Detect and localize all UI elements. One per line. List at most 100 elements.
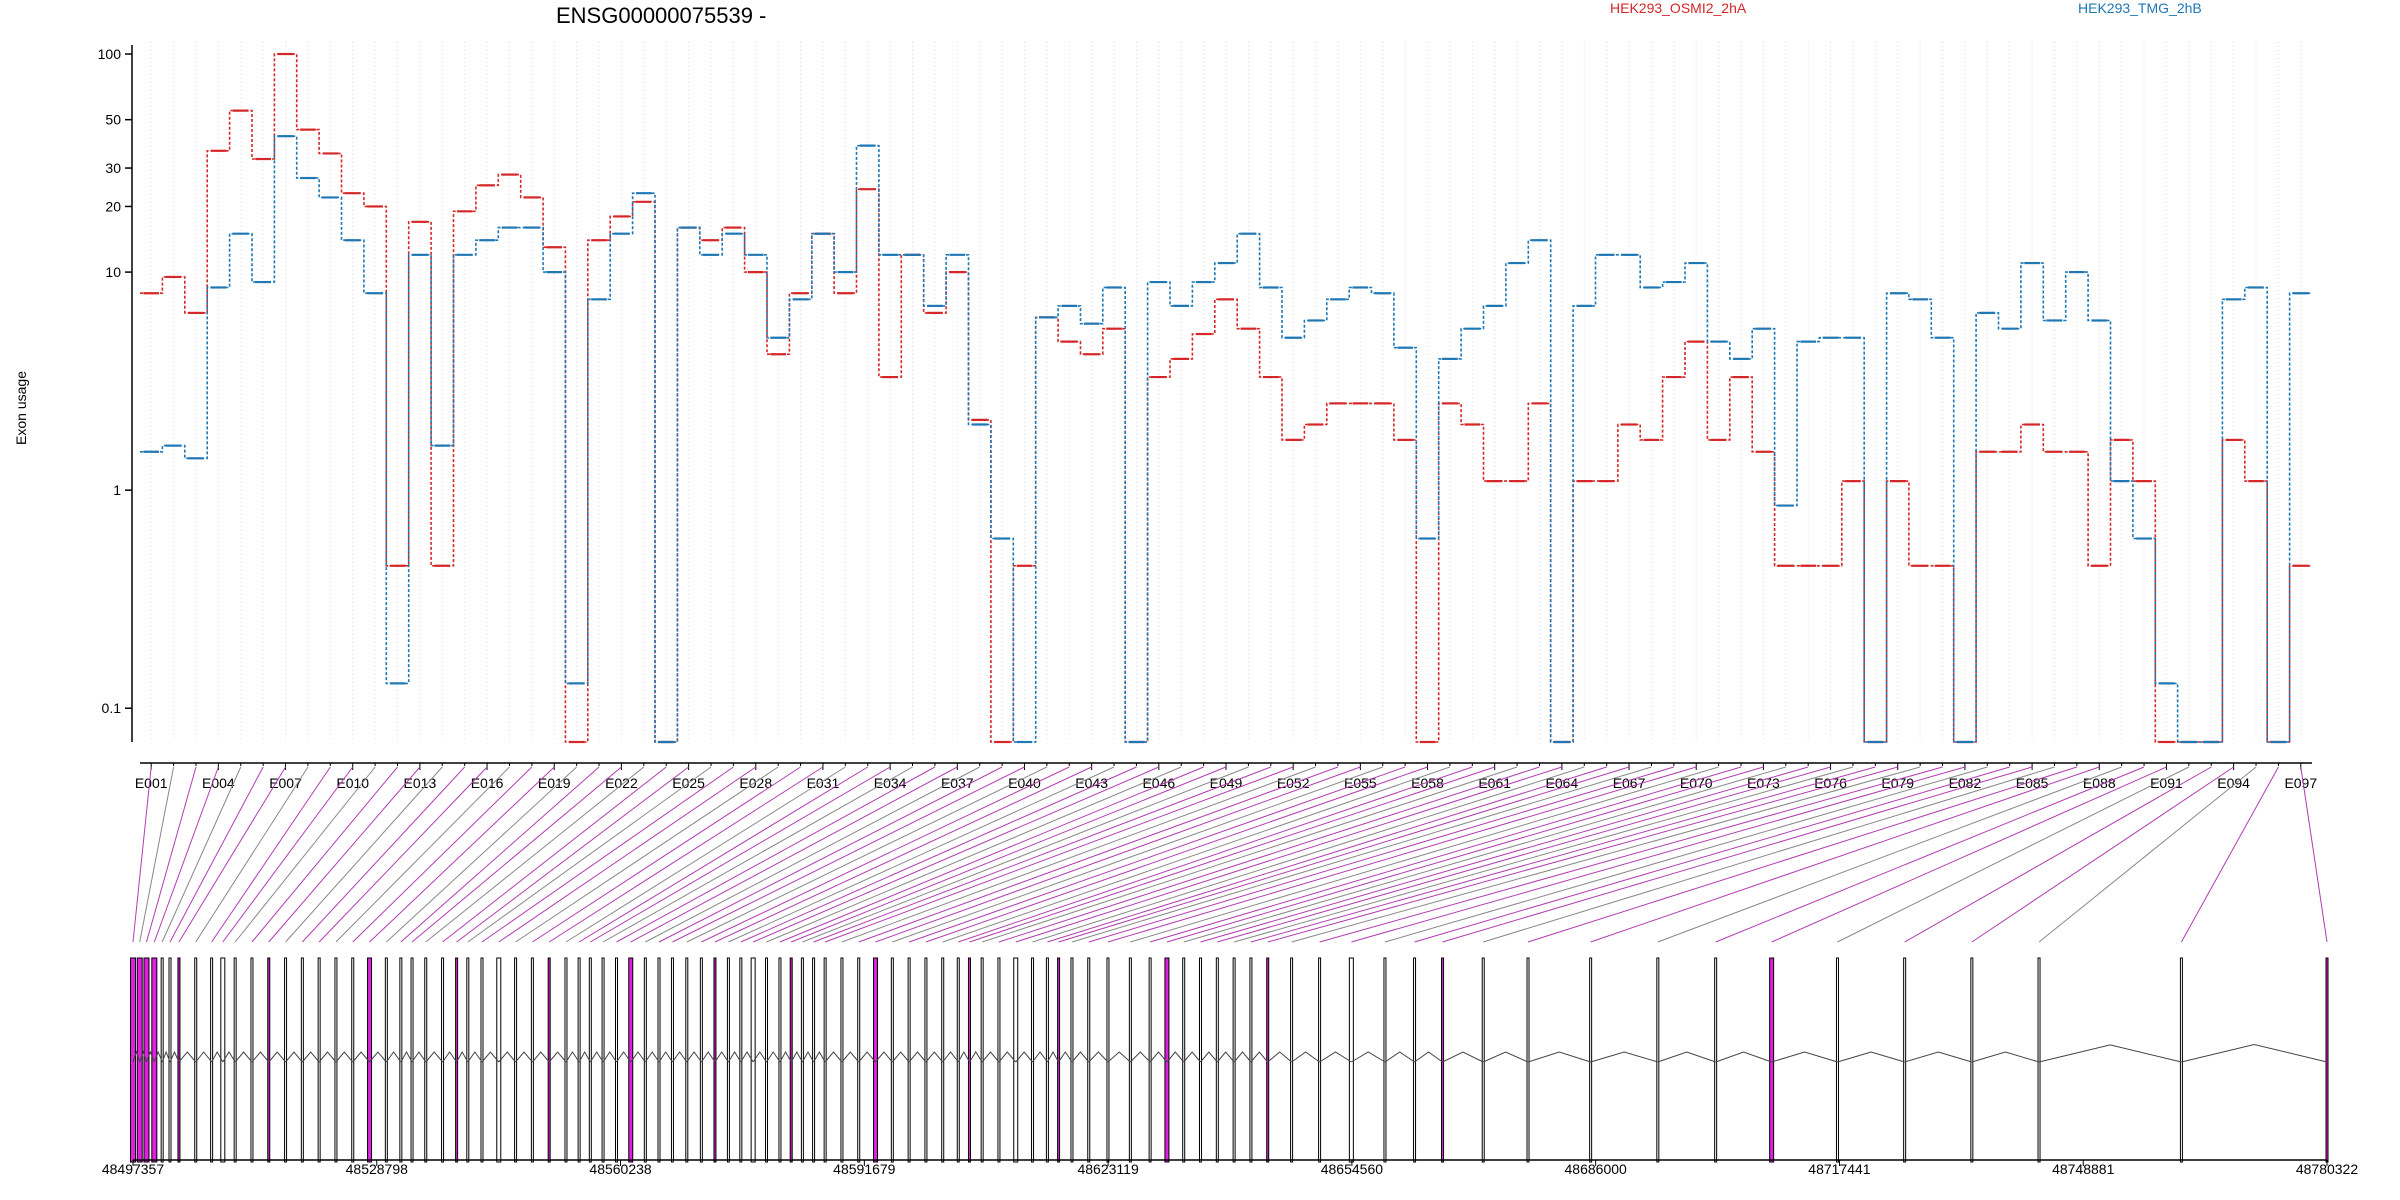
exon-connector bbox=[1351, 766, 1966, 943]
exon-block bbox=[1215, 957, 1219, 1163]
exon-block bbox=[1348, 957, 1354, 1163]
exon-block bbox=[267, 957, 271, 1163]
exon-connector bbox=[132, 766, 152, 943]
intron-connector bbox=[779, 1050, 792, 1063]
y-axis-label: Exon usage bbox=[13, 371, 29, 445]
exon-block bbox=[1903, 957, 1907, 1163]
intron-connector bbox=[195, 1051, 212, 1063]
intron-connector bbox=[671, 1051, 688, 1063]
intron-connector bbox=[318, 1051, 337, 1063]
intron-connector bbox=[875, 1051, 893, 1063]
exon-block bbox=[530, 957, 534, 1163]
y-tick-label: 50 bbox=[105, 112, 121, 128]
exon-connector bbox=[335, 766, 510, 943]
exon-connector bbox=[1015, 766, 1563, 943]
exon-block bbox=[907, 957, 911, 1163]
exon-connector bbox=[1130, 766, 1719, 943]
x-tick-label: E004 bbox=[202, 775, 235, 791]
exon-block bbox=[250, 957, 254, 1163]
exon-connector bbox=[740, 766, 1137, 943]
exon-connector bbox=[285, 766, 443, 943]
intron-connector bbox=[801, 1050, 815, 1063]
x-tick-label: E076 bbox=[1814, 775, 1847, 791]
intron-connector bbox=[178, 1051, 197, 1063]
exon-block bbox=[1481, 957, 1485, 1163]
exon-connector bbox=[766, 766, 1182, 943]
intron-connector bbox=[824, 1051, 843, 1063]
intron-connector bbox=[858, 1051, 876, 1063]
intron-connector bbox=[467, 1051, 483, 1063]
intron-connector bbox=[658, 1051, 673, 1063]
exon-block bbox=[351, 957, 355, 1163]
exon-block bbox=[1070, 957, 1074, 1163]
exon-block bbox=[2325, 957, 2329, 1163]
exon-block bbox=[384, 957, 388, 1163]
intron-connector bbox=[251, 1051, 270, 1063]
exon-connector bbox=[548, 766, 824, 943]
y-tick-label: 100 bbox=[98, 46, 122, 62]
intron-connector bbox=[161, 1050, 171, 1063]
x-tick-label: E097 bbox=[2284, 775, 2317, 791]
intron-connector bbox=[400, 1050, 413, 1063]
intron-connector bbox=[1482, 1051, 1529, 1063]
exon-block bbox=[1182, 957, 1186, 1163]
intron-connector bbox=[1384, 1051, 1415, 1063]
x-tick-label: E064 bbox=[1546, 775, 1579, 791]
exon-connector bbox=[841, 766, 1316, 943]
intron-connector bbox=[153, 1050, 163, 1063]
exon-connector bbox=[1047, 766, 1607, 943]
intron-connector bbox=[411, 1051, 427, 1063]
exon-connector bbox=[515, 766, 779, 943]
intron-connector bbox=[139, 1050, 147, 1063]
intron-connector bbox=[1088, 1051, 1109, 1063]
intron-connector bbox=[268, 1051, 286, 1063]
exon-block bbox=[1031, 957, 1035, 1163]
exon-connector bbox=[161, 766, 242, 943]
exon-connector bbox=[672, 766, 1025, 943]
intron-connector bbox=[1904, 1051, 1972, 1063]
exon-block bbox=[1769, 957, 1775, 1163]
exon-connector bbox=[1384, 766, 1988, 943]
exon-connector bbox=[858, 766, 1339, 943]
exon-block bbox=[657, 957, 661, 1163]
series-layer bbox=[140, 52, 2312, 744]
intron-connector bbox=[740, 1051, 754, 1063]
x-tick-label: E037 bbox=[941, 775, 974, 791]
x-tick-label: E043 bbox=[1075, 775, 1108, 791]
intron-connector bbox=[602, 1051, 617, 1063]
exon-block bbox=[1249, 957, 1253, 1163]
exon-connector bbox=[645, 766, 980, 943]
intron-connector bbox=[425, 1051, 443, 1063]
exon-block bbox=[1318, 957, 1322, 1163]
exon-block bbox=[1232, 957, 1236, 1163]
exon-block bbox=[1128, 957, 1132, 1163]
exon-block bbox=[1835, 957, 1839, 1163]
exon-connector bbox=[908, 766, 1406, 943]
x-tick-label: E001 bbox=[135, 775, 168, 791]
exon-connector bbox=[169, 766, 264, 943]
intron-connector bbox=[589, 1051, 604, 1063]
genomic-coordinate-axis: 48497357 48528798 48560238 48591679 48623119… bbox=[102, 1159, 2358, 1177]
exon-block bbox=[765, 957, 769, 1163]
exon-connector bbox=[1715, 766, 2145, 943]
exon-connector bbox=[714, 766, 1092, 943]
intron-connector bbox=[1715, 1051, 1772, 1063]
intron-connector bbox=[456, 1050, 469, 1063]
exon-block bbox=[1266, 957, 1270, 1163]
intron-connector bbox=[1149, 1051, 1168, 1063]
exon-block bbox=[1970, 957, 1974, 1163]
intron-connector bbox=[1071, 1051, 1090, 1063]
exon-block bbox=[2179, 957, 2183, 1163]
exon-block bbox=[194, 957, 198, 1163]
exon-connector bbox=[590, 766, 891, 943]
intron-connector bbox=[335, 1051, 354, 1063]
exon-connector bbox=[701, 766, 1070, 943]
intron-connector bbox=[1200, 1051, 1218, 1063]
exon-connector bbox=[578, 766, 868, 943]
intron-connector bbox=[766, 1051, 781, 1063]
intron-connector bbox=[1291, 1051, 1320, 1063]
exon-connector bbox=[602, 766, 913, 943]
exon-connector bbox=[686, 766, 1048, 943]
x-tick-label: E091 bbox=[2150, 775, 2183, 791]
